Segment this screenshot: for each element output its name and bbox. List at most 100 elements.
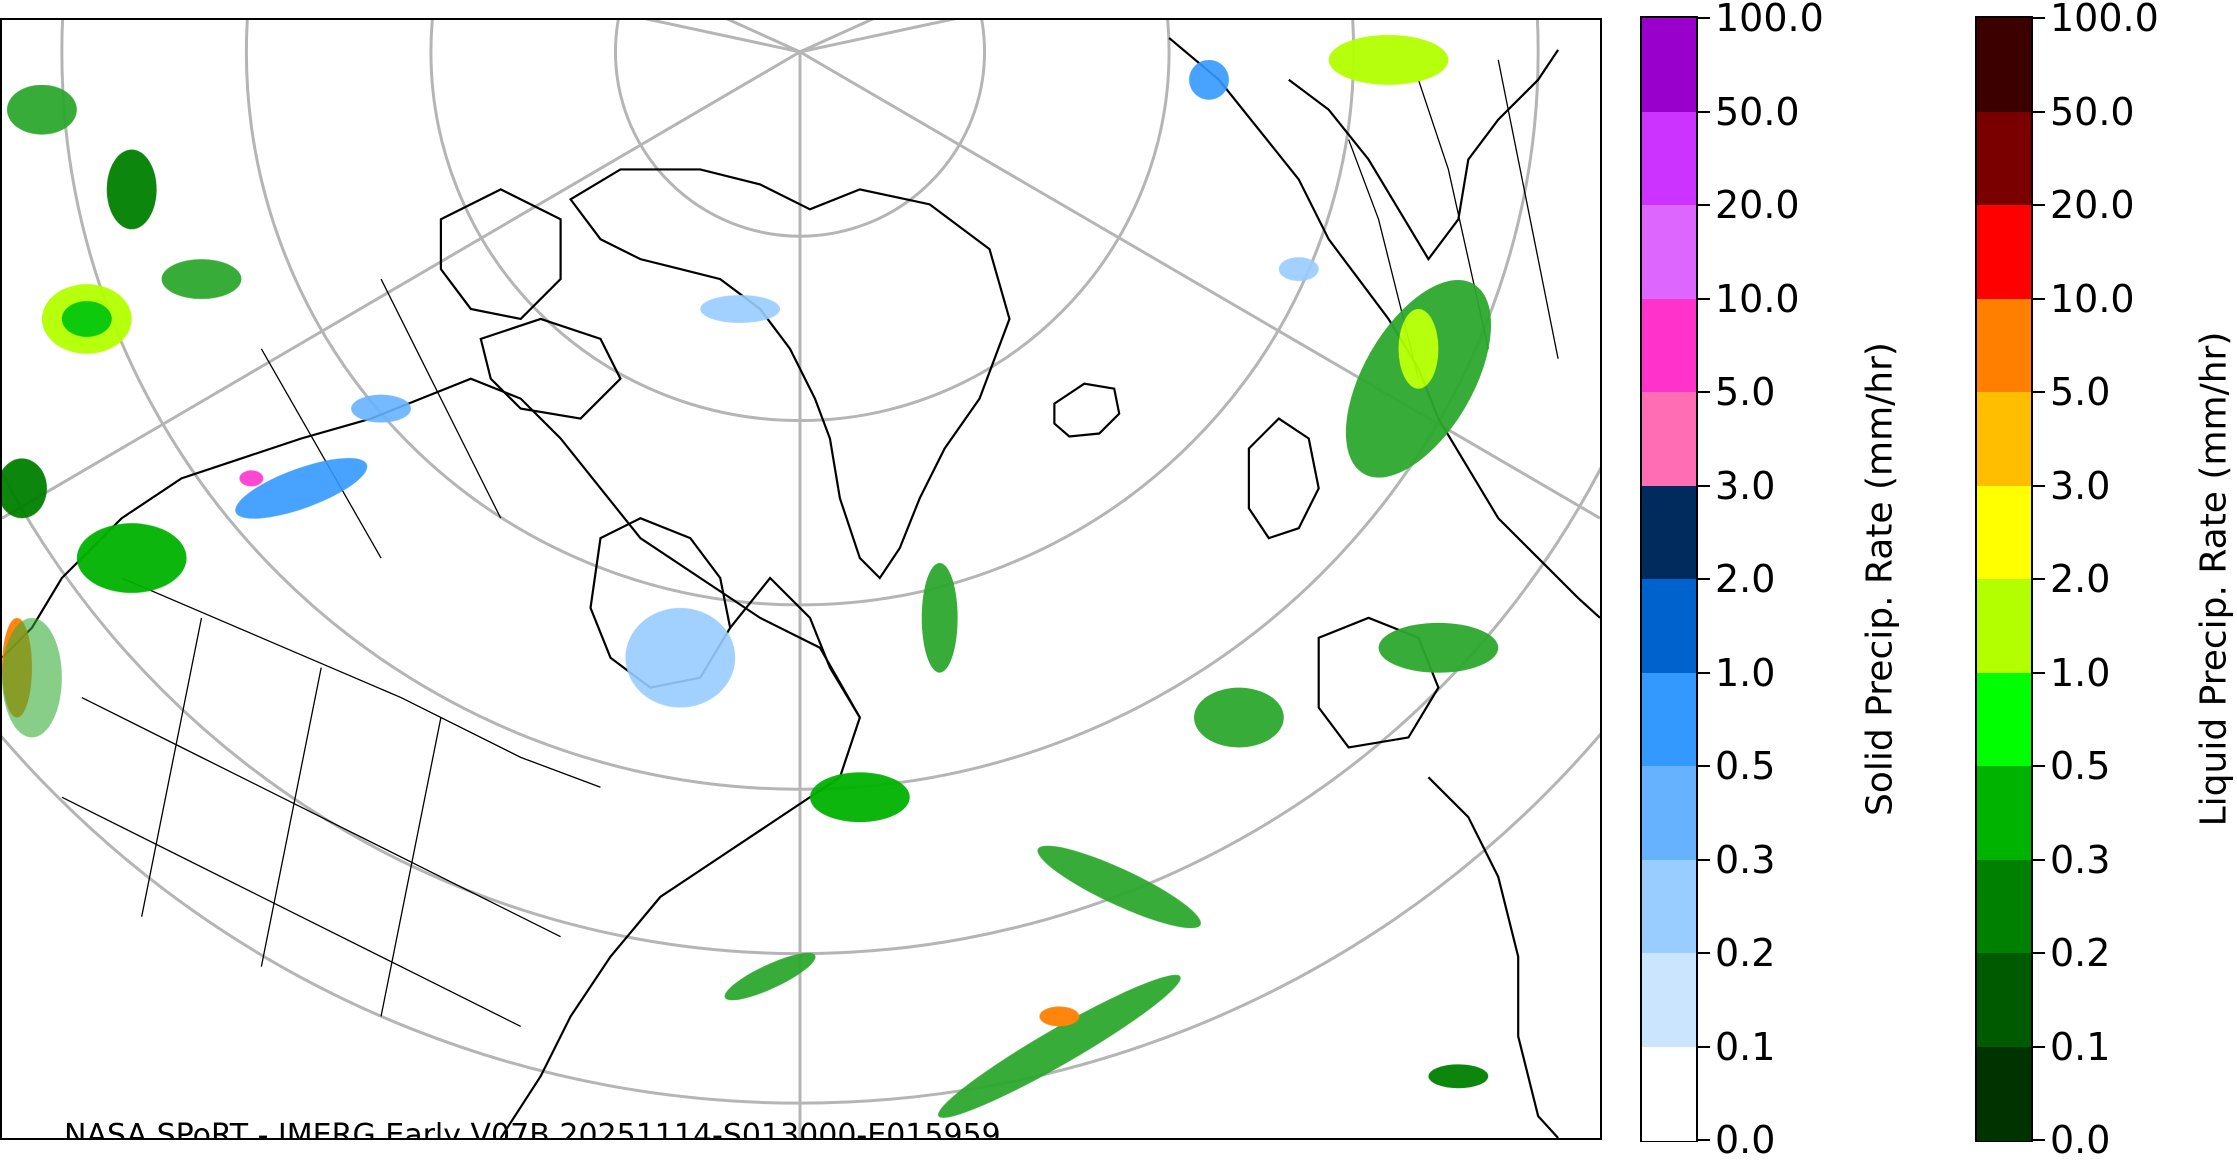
colorbar-tick — [2033, 671, 2045, 674]
colorbar-segment — [1642, 1046, 1696, 1141]
precip-area — [1378, 622, 1499, 673]
colorbar-segment — [1642, 111, 1696, 206]
colorbar-tick-label: 1.0 — [1715, 650, 1776, 695]
colorbar-tick-label: 0.2 — [2050, 931, 2111, 975]
europe-border — [1497, 59, 1559, 359]
colorbar-tick — [2033, 858, 2045, 861]
colorbar-tick-label: 3.0 — [1715, 463, 1776, 508]
colorbar-segment — [1977, 392, 2031, 486]
colorbar-segment — [1977, 205, 2031, 299]
precip-area — [921, 563, 958, 673]
colorbar-tick — [2033, 297, 2045, 300]
colorbar-tick — [1698, 204, 1710, 206]
colorbar-segment — [1977, 766, 2031, 860]
precip-area — [1328, 34, 1449, 85]
colorbar-tick-label: 0.3 — [2050, 837, 2111, 882]
state-border — [141, 617, 203, 917]
colorbar-tick — [1698, 17, 1710, 19]
precip-area — [76, 523, 187, 593]
solid-precip-colorbar-title: Solid Precip. Rate (mm/hr) — [1859, 342, 1901, 816]
precip-area — [6, 84, 77, 135]
colorbar-tick-label: 0.1 — [1715, 1024, 1776, 1069]
precip-area — [1278, 257, 1319, 282]
precip-area — [239, 470, 264, 487]
colorbar-tick-label: 5.0 — [1715, 370, 1776, 414]
precip-area — [1189, 59, 1229, 100]
colorbar-segment — [1977, 672, 2031, 767]
colorbar-segment — [1642, 953, 1696, 1047]
precip-area — [1194, 687, 1284, 748]
colorbar-tick — [1698, 952, 1710, 954]
meridian — [799, 50, 1600, 520]
colorbar-tick — [2033, 578, 2045, 580]
colorbar-segment — [1642, 392, 1696, 486]
colorbar-tick — [1698, 858, 1710, 861]
colorbar-tick — [1698, 1139, 1710, 1141]
colorbar-tick-label: 20.0 — [1715, 183, 1800, 227]
colorbar-segment — [1977, 953, 2031, 1047]
colorbar-tick-label: 0.0 — [2050, 1118, 2111, 1162]
solid-precip-colorbar — [1640, 16, 1698, 1142]
colorbar-tick-label: 0.0 — [1715, 1118, 1776, 1162]
colorbar-tick — [2033, 17, 2045, 19]
colorbar-tick-label: 3.0 — [2050, 463, 2111, 508]
province-border — [260, 348, 382, 559]
precipitation-map: NASA SPoRT - IMERG Early V07B 20251114-S… — [0, 18, 1602, 1140]
british-isles-coast — [1247, 417, 1320, 540]
colorbar-tick — [2033, 204, 2045, 206]
precip-area — [724, 952, 816, 1001]
colorbar-tick — [2033, 391, 2045, 393]
colorbar-tick-label: 0.1 — [2050, 1024, 2111, 1069]
precip-area — [1039, 1006, 1080, 1027]
colorbar-segment — [1977, 298, 2031, 393]
colorbar-tick-label: 50.0 — [1715, 89, 1800, 134]
colorbar-tick — [2033, 484, 2045, 487]
colorbar-tick-label: 2.0 — [2050, 557, 2111, 601]
africa-coast — [1427, 776, 1559, 1138]
colorbar-segment — [1642, 298, 1696, 393]
solid-precip-field — [235, 59, 1319, 708]
colorbar-tick-label: 0.3 — [1715, 837, 1776, 882]
precip-area — [2, 617, 62, 738]
colorbar-tick — [2033, 110, 2045, 113]
colorbar-tick — [1698, 578, 1710, 580]
precip-area — [938, 974, 1181, 1118]
arctic-islands — [439, 188, 562, 321]
precip-area — [61, 300, 112, 337]
colorbar-tick-label: 10.0 — [2050, 276, 2135, 321]
colorbar-tick-label: 100.0 — [2050, 0, 2159, 40]
state-border — [81, 696, 561, 938]
precip-area — [1428, 1064, 1489, 1089]
precip-area — [2, 458, 47, 519]
iberia-coast — [1317, 616, 1440, 749]
province-border — [380, 278, 502, 519]
us-canada-border — [121, 577, 601, 788]
colorbar-tick — [2033, 1139, 2045, 1141]
greenland-coast — [568, 168, 1011, 580]
colorbar-segment — [1977, 859, 2031, 954]
colorbar-tick-label: 0.2 — [1715, 931, 1776, 975]
colorbar-tick-label: 50.0 — [2050, 89, 2135, 134]
colorbar-segment — [1977, 1046, 2031, 1141]
precip-area — [161, 259, 242, 300]
iceland-coast — [1053, 382, 1121, 438]
colorbar-segment — [1642, 672, 1696, 767]
precip-area — [235, 457, 368, 519]
state-border — [380, 717, 442, 1017]
meridian — [644, 20, 801, 54]
map-attribution: NASA SPoRT - IMERG Early V07B 20251114-S… — [64, 1118, 1001, 1140]
precip-area — [106, 149, 157, 230]
meridian — [799, 20, 875, 54]
precip-area — [700, 295, 781, 323]
colorbar-segment — [1642, 579, 1696, 673]
colorbar-tick-label: 0.5 — [1715, 744, 1776, 788]
colorbar-tick — [2033, 1045, 2045, 1048]
political-boundaries — [61, 59, 1559, 1027]
colorbar-segment — [1977, 18, 2031, 112]
colorbar-tick — [1698, 391, 1710, 393]
state-border — [61, 796, 521, 1027]
colorbar-tick-label: 2.0 — [1715, 557, 1776, 601]
colorbar-tick-label: 100.0 — [1715, 0, 1824, 40]
labrador-coast — [729, 576, 861, 719]
colorbar-segment — [1977, 111, 2031, 206]
